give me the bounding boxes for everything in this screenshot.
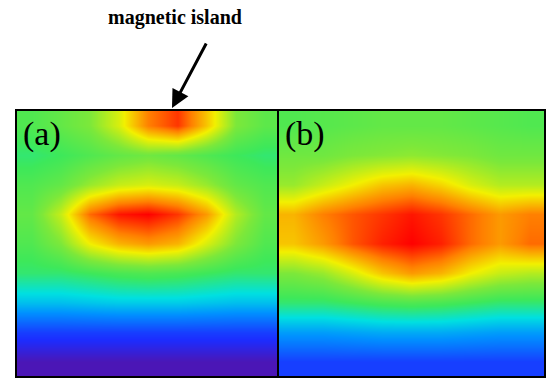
svg-text:(b): (b) (285, 115, 325, 153)
svg-text:(a): (a) (23, 115, 61, 153)
svg-text:magnetic island: magnetic island (108, 6, 242, 29)
